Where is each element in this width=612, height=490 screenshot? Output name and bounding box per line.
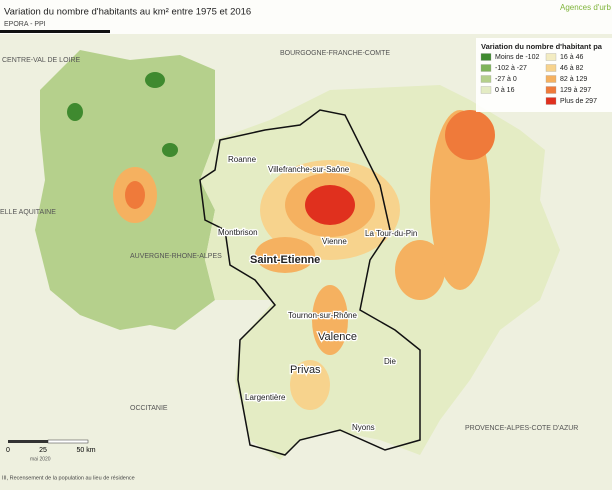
legend-swatch [545, 53, 557, 61]
legend-title: Variation du nombre d'habitant pa [481, 42, 603, 51]
region-label: PROVENCE-ALPES-COTE D'AZUR [465, 425, 578, 432]
city-label: Nyons [352, 423, 375, 432]
legend-label: Moins de -102 [495, 54, 539, 61]
legend-swatch [480, 64, 492, 72]
legend-swatch [545, 64, 557, 72]
region-label: BOURGOGNE-FRANCHE-COMTE [280, 50, 390, 57]
legend-swatch [545, 97, 557, 105]
legend-label: 129 à 297 [560, 87, 591, 94]
city-label: Privas [290, 364, 321, 376]
title: Variation du nombre d'habitants au km² e… [4, 7, 251, 18]
legend-label: -102 à -27 [495, 65, 527, 72]
scale-segment [47, 439, 89, 444]
scale-tick: 50 km [76, 447, 95, 454]
city-label: Vienne [322, 237, 347, 246]
heat-zone [67, 103, 83, 121]
legend: Variation du nombre d'habitant pa Moins … [476, 38, 612, 112]
heat-zone [290, 360, 330, 410]
city-label: Tournon-sur-Rhône [288, 311, 357, 320]
source: III, Recensement de la population au lie… [2, 475, 135, 481]
city-label: Valence [318, 331, 357, 343]
city-label: Roanne [228, 155, 257, 164]
region-label: AUVERGNE-RHONE-ALPES [130, 253, 222, 260]
title-bar [0, 30, 110, 33]
legend-box [476, 38, 612, 112]
subtitle: EPORA - PPI [4, 21, 46, 28]
city-label: Die [384, 357, 397, 366]
heat-zone [445, 110, 495, 160]
heat [67, 72, 495, 410]
legend-label: -27 à 0 [495, 76, 517, 83]
scale-bar: 0 25 50 km mai 2020 [6, 439, 96, 462]
heat-zone [125, 181, 145, 209]
city-label: La Tour-du-Pin [365, 229, 417, 238]
legend-swatch [480, 53, 492, 61]
region-label: CENTRE-VAL DE LOIRE [2, 57, 81, 64]
heat-zone [162, 143, 178, 157]
heat-zone [255, 237, 315, 273]
scale-date: mai 2020 [30, 456, 51, 462]
legend-label: 46 à 82 [560, 65, 583, 72]
legend-swatch [545, 75, 557, 83]
heat-zone [305, 185, 355, 225]
city-label: Largentière [245, 393, 286, 402]
legend-swatch [480, 86, 492, 94]
legend-label: 82 à 129 [560, 76, 587, 83]
legend-label: Plus de 297 [560, 98, 597, 105]
region-label: OCCITANIE [130, 405, 168, 412]
city-label: Saint-Etienne [250, 254, 320, 266]
heat-zone [145, 72, 165, 88]
scale-tick: 0 [6, 447, 10, 454]
region-label: ELLE AQUITAINE [0, 209, 56, 216]
department-border [199, 109, 421, 456]
legend-label: 0 à 16 [495, 87, 515, 94]
logo: Agences d'urb [560, 3, 611, 12]
legend-swatch [545, 86, 557, 94]
scale-tick: 25 [39, 447, 47, 454]
heat-zone [395, 240, 445, 300]
legend-label: 16 à 46 [560, 54, 583, 61]
header-band [0, 0, 612, 34]
legend-swatch [480, 75, 492, 83]
city-label: Montbrison [218, 228, 258, 237]
heat-zone [312, 285, 348, 355]
city-label: Villefranche-sur-Saône [268, 165, 350, 174]
